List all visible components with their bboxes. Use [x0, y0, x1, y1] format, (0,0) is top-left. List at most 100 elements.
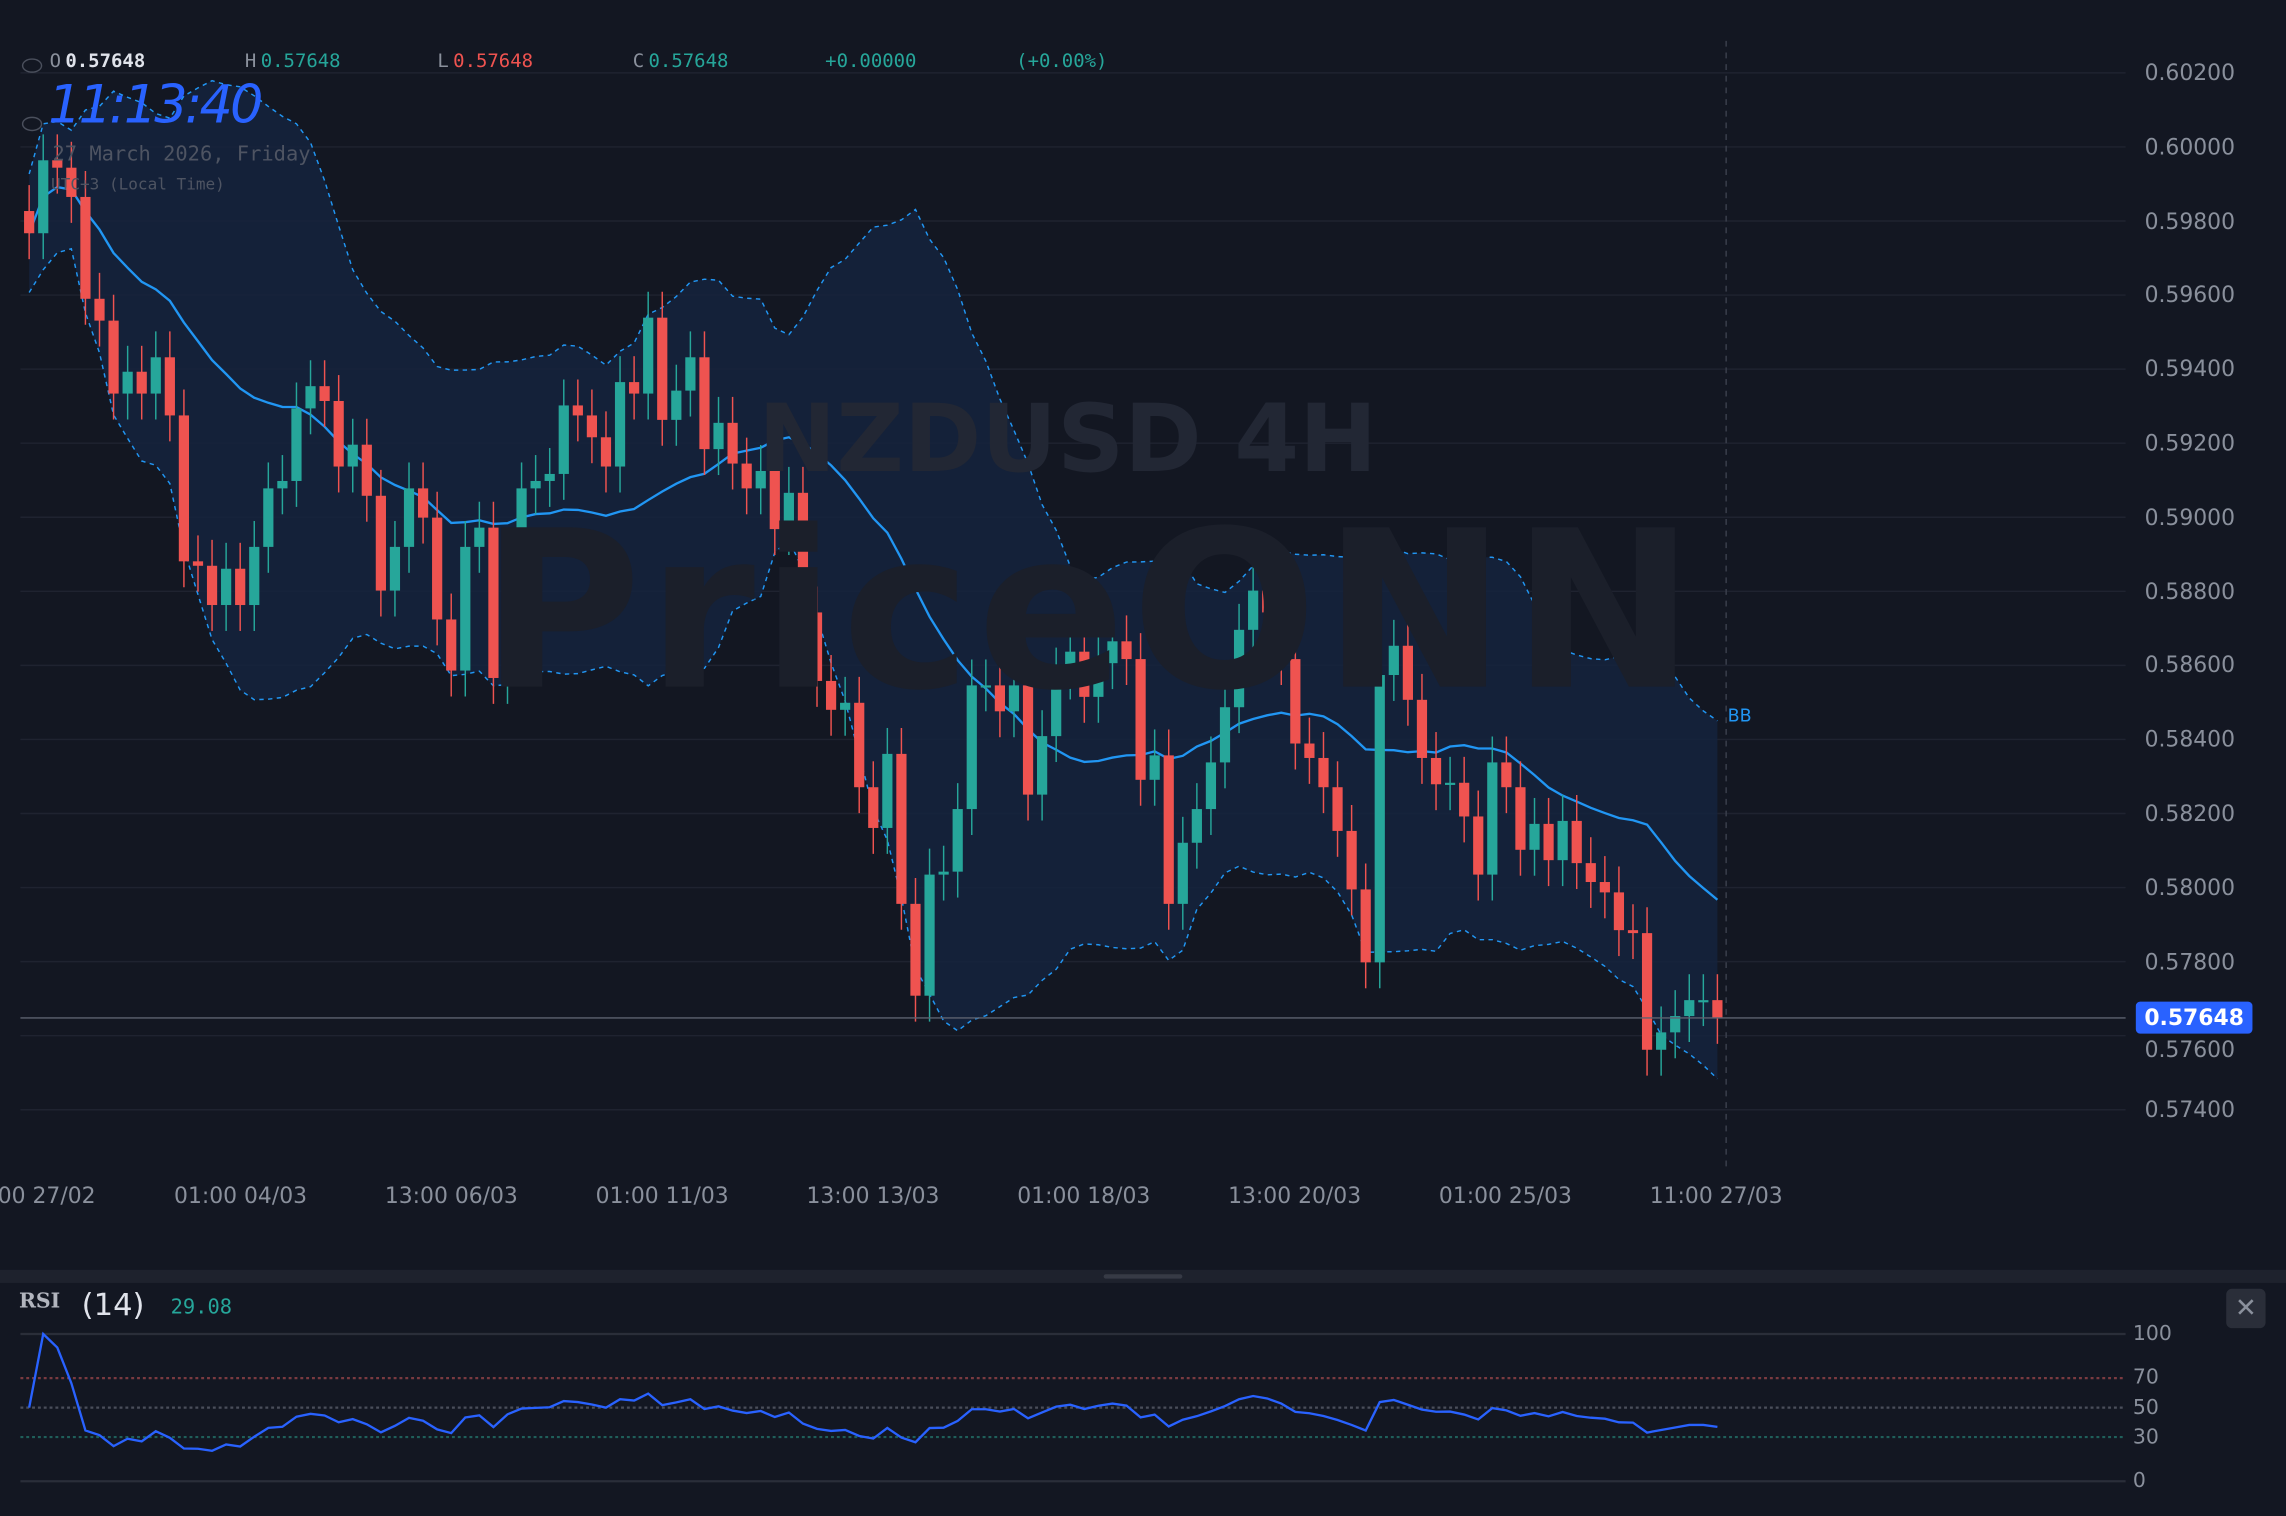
candle-body	[1290, 659, 1301, 744]
price-tick-label: 0.58800	[2144, 578, 2236, 605]
time-tick-label: 00 27/02	[0, 1182, 96, 1209]
candle-body	[389, 546, 401, 591]
candle-body	[150, 357, 161, 394]
candle-body	[1135, 659, 1146, 780]
rsi-tick-label: 100	[2132, 1322, 2172, 1346]
price-tick-label: 0.60000	[2144, 133, 2236, 161]
close-icon: ✕	[2234, 1293, 2257, 1324]
candle-body	[263, 488, 274, 547]
candle-body	[361, 444, 372, 496]
candle-body	[910, 903, 921, 996]
change-pct-value: (+0.00%)	[1016, 51, 1108, 73]
eye-icon[interactable]	[21, 58, 43, 73]
bb-fill	[29, 80, 1718, 1079]
low-label: L	[437, 51, 449, 73]
rsi-tick-label: 0	[2132, 1469, 2146, 1493]
candle-body	[671, 390, 682, 420]
price-tick-label: 0.57400	[2144, 1096, 2236, 1123]
candle-body	[108, 320, 119, 394]
candle-body	[319, 386, 330, 401]
candle-body	[1008, 685, 1020, 712]
candle-body	[1444, 782, 1456, 785]
candle-body	[417, 488, 429, 518]
clock-time: 11:13:40	[48, 75, 263, 136]
rsi-tick-label: 50	[2132, 1395, 2159, 1420]
candle-body	[1346, 830, 1357, 890]
candle-body	[1613, 892, 1625, 931]
candle-body	[825, 680, 837, 710]
candle-body	[1374, 675, 1385, 963]
candle-body	[1473, 816, 1484, 875]
candle-body	[1712, 1000, 1723, 1018]
time-tick-label: 13:00 20/03	[1228, 1182, 1362, 1209]
close-rsi-button[interactable]: ✕	[2226, 1288, 2266, 1329]
candle-body	[24, 211, 35, 234]
candle-body	[488, 527, 499, 678]
candle-body	[403, 488, 415, 547]
candle-body	[1684, 1000, 1695, 1017]
candle-body	[727, 422, 738, 464]
candle-body	[375, 495, 386, 591]
candle-body	[1571, 820, 1582, 864]
candle-body	[206, 565, 218, 606]
candle-body	[657, 317, 668, 420]
candle-body	[1219, 707, 1231, 763]
candle-body	[1599, 882, 1610, 893]
candle-body	[502, 553, 513, 678]
candle-body	[1487, 762, 1498, 875]
candle-body	[797, 492, 809, 613]
close-label: C	[632, 51, 645, 73]
rsi-tick-label: 30	[2132, 1425, 2159, 1449]
candle-body	[446, 619, 457, 671]
high-label: H	[244, 51, 257, 73]
candle-body	[882, 753, 893, 828]
candle-body	[192, 561, 204, 566]
candle-body	[1149, 755, 1160, 780]
close-value: 0.57648	[648, 51, 729, 73]
candle-body	[1585, 863, 1596, 883]
rsi-tick-label: 70	[2132, 1366, 2159, 1390]
candle-body	[1304, 743, 1315, 758]
watermark-symbol: NZDUSD 4H	[758, 386, 1378, 495]
candle-body	[1332, 787, 1343, 831]
candle-body	[474, 527, 485, 547]
candle-body	[600, 437, 612, 467]
time-tick-label: 13:00 13/03	[806, 1182, 940, 1209]
candle-body	[1543, 823, 1554, 861]
candle-body	[38, 160, 49, 234]
ohlc-legend: O 0.57648	[50, 51, 150, 73]
candle-body	[1529, 823, 1540, 850]
price-tick-label: 0.59000	[2144, 504, 2236, 531]
candle-body	[432, 517, 443, 620]
time-tick-label: 01:00 11/03	[595, 1182, 729, 1209]
candle-body	[80, 196, 91, 299]
price-tick-label: 0.58000	[2144, 874, 2236, 901]
candle-body	[1093, 663, 1104, 697]
eye-icon[interactable]	[21, 116, 43, 132]
candle-body	[699, 357, 710, 450]
rsi-period: (14)	[81, 1287, 145, 1323]
bb-label: BB	[1727, 705, 1752, 727]
candle-body	[136, 371, 147, 394]
candle-body	[221, 568, 232, 606]
candle-body	[1641, 933, 1653, 1050]
candle-body	[741, 463, 752, 489]
candle-body	[1698, 1000, 1709, 1003]
pane-separator[interactable]	[0, 1269, 2286, 1283]
candle-body	[1276, 612, 1287, 660]
open-label: O	[49, 51, 61, 73]
candle-body	[1360, 889, 1371, 963]
candle-body	[558, 405, 569, 474]
candle-body	[52, 160, 63, 168]
candle-body	[769, 470, 780, 530]
price-tick-label: 0.59200	[2144, 430, 2236, 457]
candle-body	[1051, 673, 1062, 737]
candle-body	[530, 480, 541, 489]
candle-body	[164, 357, 175, 416]
resize-handle[interactable]	[1103, 1274, 1183, 1279]
clock-timezone: UTC+3 (Local Time)	[51, 174, 225, 194]
candle-body	[643, 317, 654, 394]
candle-body	[994, 685, 1006, 712]
candle-body	[1037, 736, 1048, 795]
